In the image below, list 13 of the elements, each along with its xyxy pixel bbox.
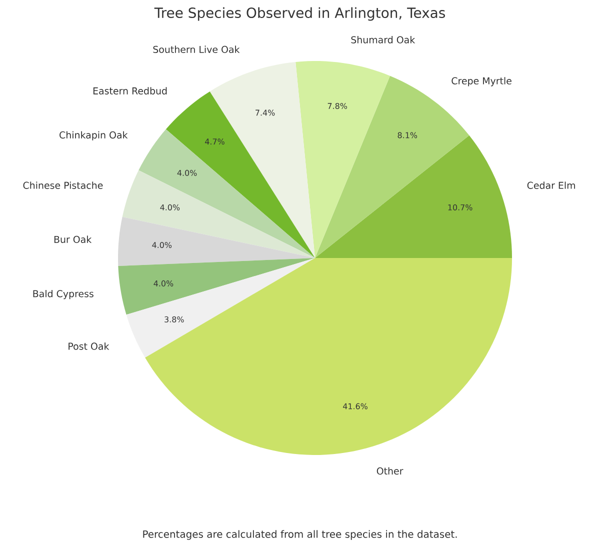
slice-label: Chinese Pistache xyxy=(23,182,103,189)
slice-label: Chinkapin Oak xyxy=(60,131,128,140)
text: Percentages are calculated from all tree species in the dataset. xyxy=(143,530,457,540)
slice-label: Southern Live Oak xyxy=(153,46,240,53)
slice-label: Shumard Oak xyxy=(351,36,416,44)
slice-label: Post Oak xyxy=(68,342,110,350)
chart-title: Tree Species Observed in Arlington, Texas xyxy=(154,7,445,21)
slice-label: Bur Oak xyxy=(54,236,92,243)
slice-label: Eastern Redbud xyxy=(93,87,167,94)
slice-label: Other xyxy=(376,467,404,475)
slice-label: Cedar Elm xyxy=(527,182,575,189)
slice-label: Crepe Myrtle xyxy=(452,77,512,86)
slice-label: Bald Cypress xyxy=(33,290,94,300)
